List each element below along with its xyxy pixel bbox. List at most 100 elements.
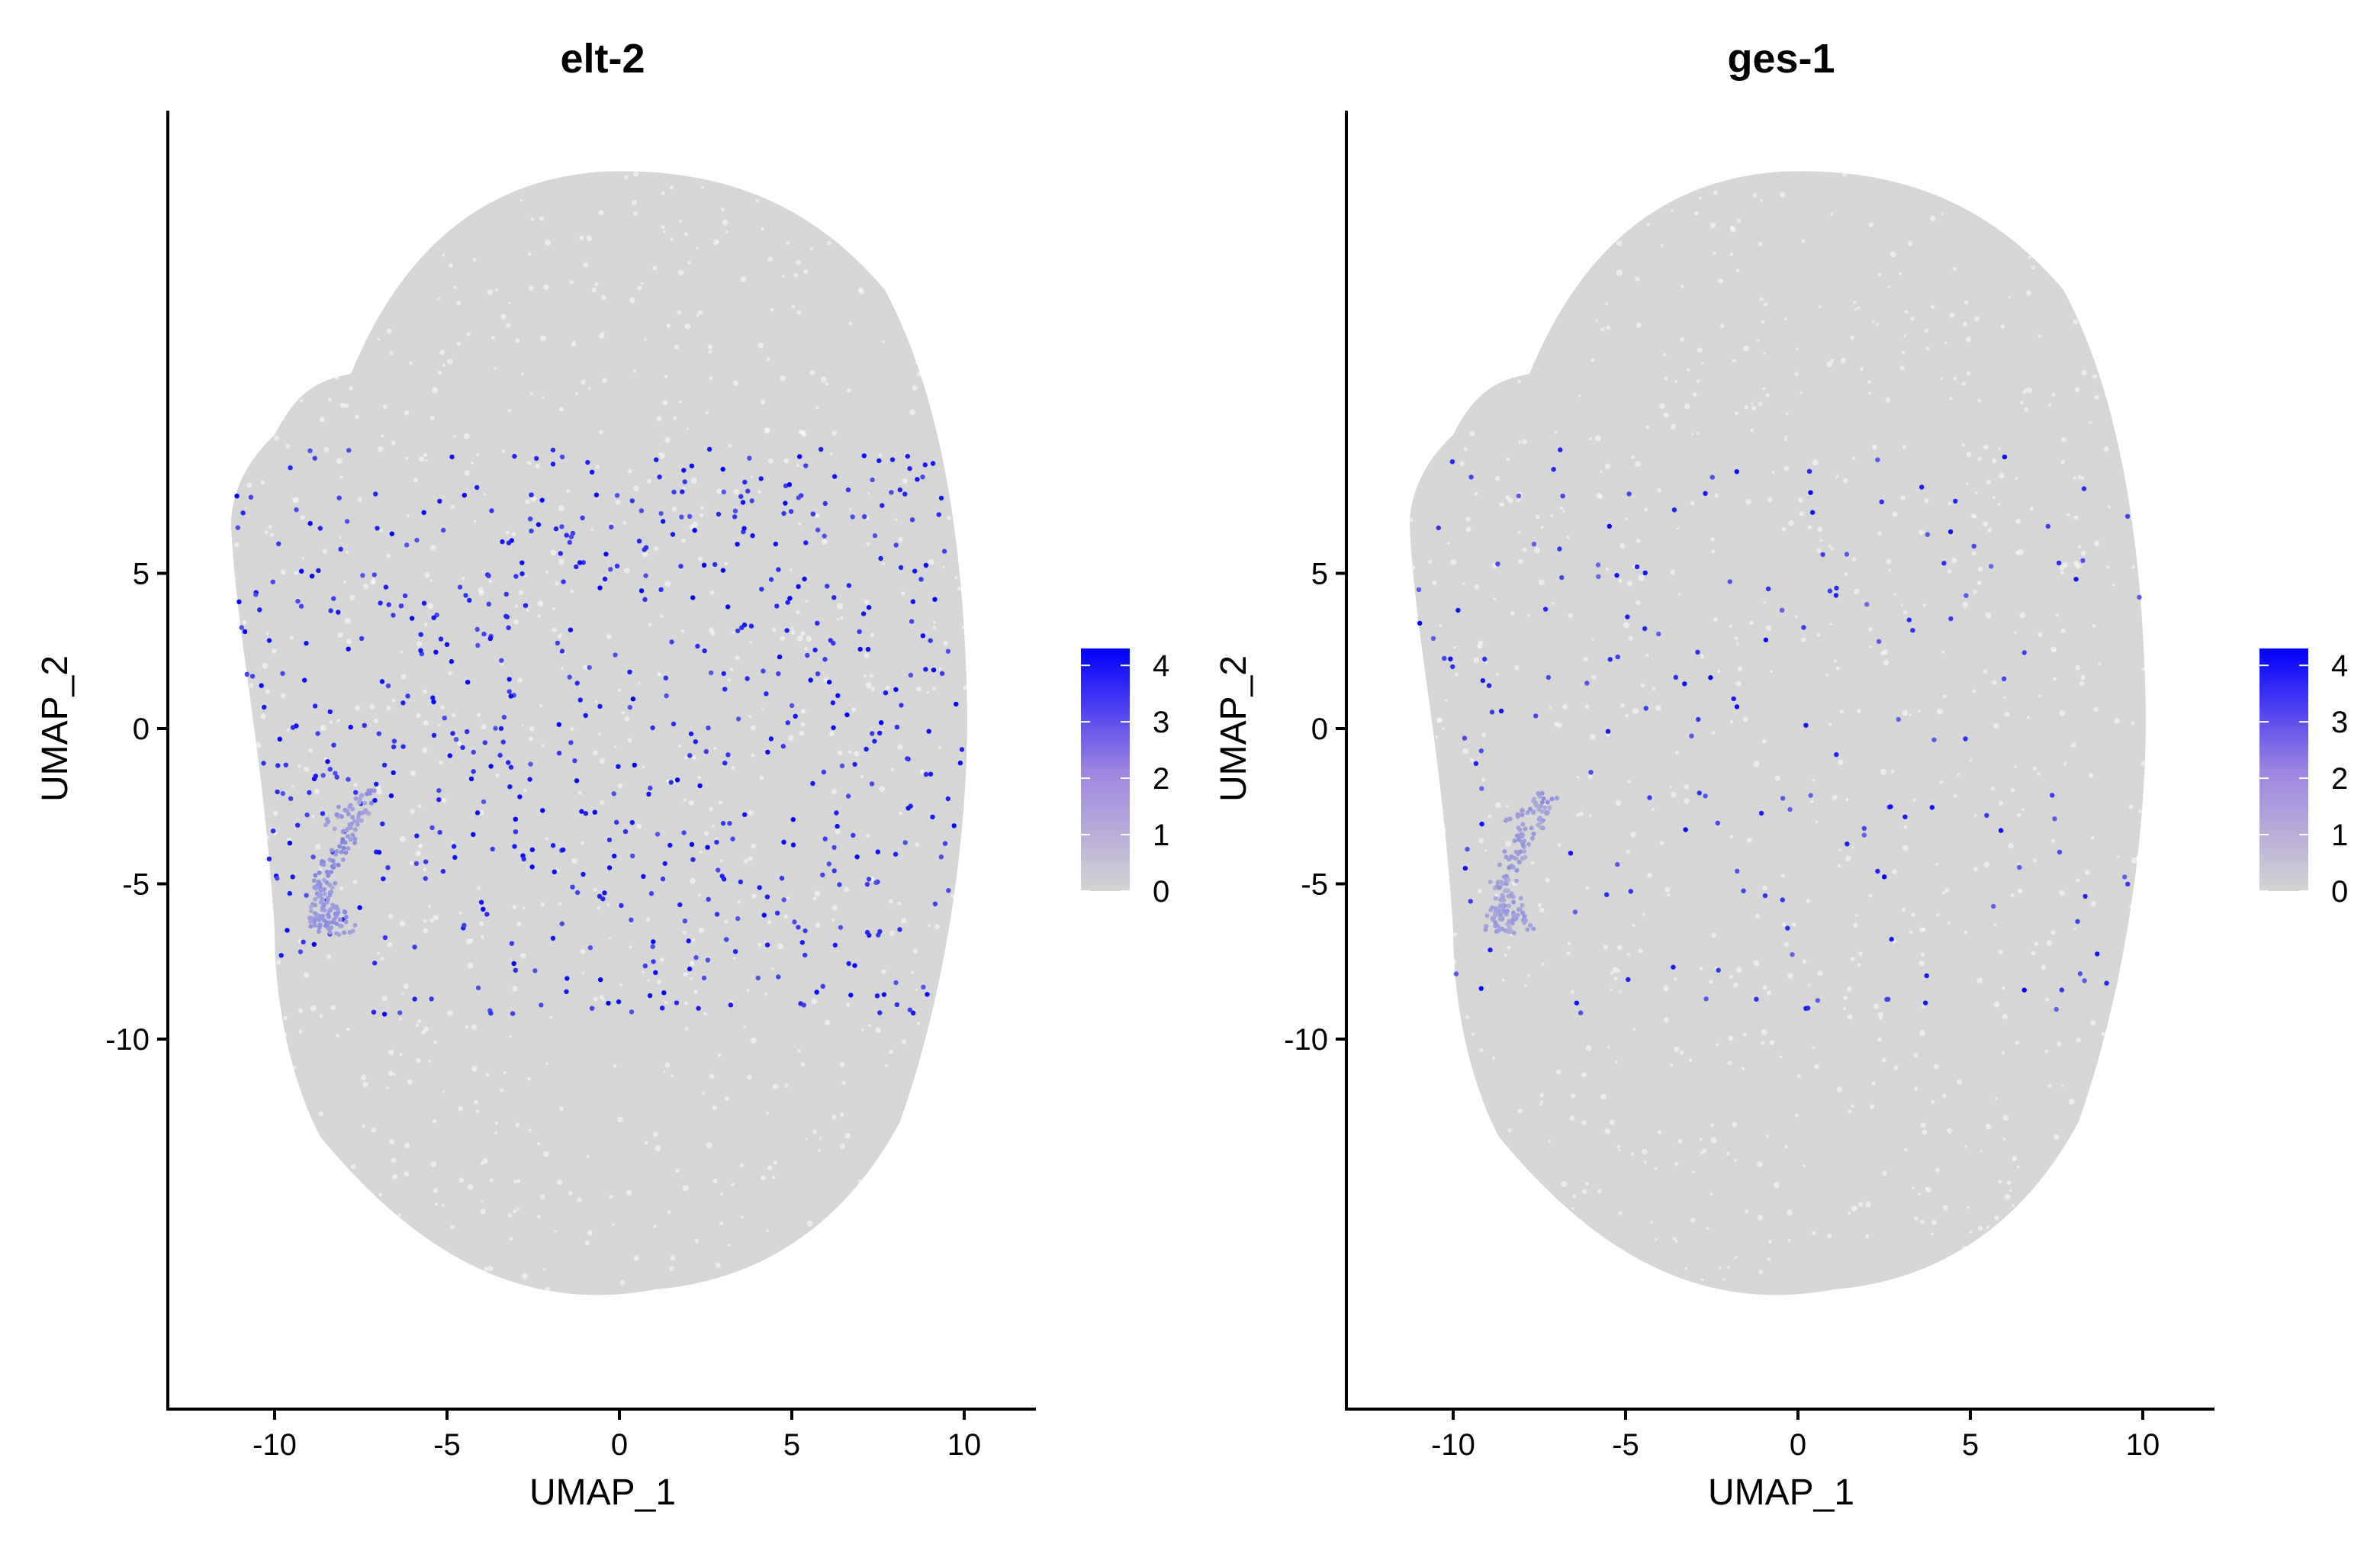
texture-gap	[667, 1210, 671, 1215]
expressing-cell-point	[498, 726, 504, 732]
texture-gap	[821, 539, 828, 545]
texture-gap	[588, 387, 591, 390]
texture-gap	[2008, 296, 2011, 299]
texture-gap	[1796, 1074, 1801, 1079]
texture-gap	[1698, 196, 1702, 200]
texture-gap	[474, 520, 477, 523]
colorbar-tick-label: 0	[1153, 875, 1169, 909]
expressing-cell-point	[371, 572, 377, 578]
expressing-cell-point	[288, 796, 294, 802]
texture-gap	[1942, 1093, 1947, 1099]
texture-gap	[1652, 808, 1655, 811]
expressing-cell-point	[642, 963, 648, 969]
texture-gap	[1438, 1208, 1443, 1213]
texture-gap	[1758, 401, 1762, 407]
texture-gap	[1832, 794, 1838, 800]
texture-gap	[1838, 759, 1844, 765]
texture-gap	[866, 833, 870, 838]
expressing-cell-point	[301, 939, 306, 944]
texture-gap	[1957, 175, 1960, 179]
texture-gap	[761, 707, 764, 710]
texture-gap	[1936, 913, 1940, 917]
expressing-cell-point	[784, 628, 790, 633]
texture-gap	[1675, 750, 1679, 755]
texture-gap	[552, 607, 555, 611]
texture-gap	[540, 902, 545, 907]
texture-gap	[2002, 1014, 2009, 1020]
texture-gap	[300, 1235, 304, 1240]
texture-gap	[271, 208, 275, 212]
texture-gap	[766, 357, 770, 362]
expressing-cell-point	[1861, 832, 1867, 838]
texture-gap	[399, 1052, 403, 1057]
texture-gap	[609, 936, 612, 939]
texture-gap	[423, 928, 429, 934]
texture-gap	[1998, 800, 2003, 806]
expressing-cell-point	[1989, 564, 1994, 569]
texture-gap	[1581, 1072, 1587, 1078]
texture-gap	[2078, 545, 2082, 549]
tail-cell-point	[1511, 899, 1516, 905]
texture-gap	[963, 1265, 967, 1272]
texture-gap	[423, 720, 429, 726]
texture-gap	[545, 1286, 551, 1292]
expressing-cell-point	[1574, 1000, 1580, 1006]
texture-gap	[1888, 568, 1891, 572]
texture-gap	[612, 1223, 616, 1227]
texture-gap	[757, 942, 762, 947]
texture-gap	[539, 704, 543, 708]
texture-gap	[387, 941, 393, 948]
texture-gap	[1562, 703, 1568, 710]
texture-gap	[457, 741, 462, 746]
tail-cell-point	[1493, 896, 1498, 901]
texture-gap	[666, 323, 671, 328]
tail-cell-point	[328, 907, 333, 912]
expressing-cell-point	[831, 845, 837, 851]
texture-gap	[805, 599, 809, 603]
expressing-cell-point	[478, 899, 484, 905]
x-tick-label: 10	[947, 1428, 982, 1462]
texture-gap	[1736, 218, 1742, 223]
texture-gap	[265, 689, 271, 694]
expressing-cell-point	[1888, 804, 1893, 809]
texture-gap	[1446, 208, 1451, 212]
texture-gap	[355, 414, 360, 420]
expressing-cell-point	[669, 639, 674, 645]
expressing-cell-point	[1806, 468, 1812, 474]
texture-gap	[2085, 1190, 2089, 1194]
texture-gap	[2098, 662, 2102, 666]
expressing-cell-point	[838, 925, 844, 930]
texture-gap	[1566, 951, 1571, 955]
texture-gap	[1684, 784, 1690, 790]
texture-gap	[1869, 645, 1873, 648]
texture-gap	[1825, 673, 1829, 677]
texture-gap	[663, 1070, 666, 1073]
expressing-cell-point	[627, 704, 632, 710]
texture-gap	[1545, 1244, 1549, 1247]
expressing-cell-point	[831, 595, 837, 600]
texture-gap	[2132, 405, 2138, 412]
expressing-cell-point	[781, 839, 786, 845]
texture-gap	[1635, 276, 1640, 282]
expressing-cell-point	[572, 758, 577, 764]
texture-gap	[2004, 712, 2010, 717]
tail-cell-point	[308, 924, 314, 929]
texture-gap	[970, 313, 975, 318]
texture-gap	[1469, 758, 1475, 763]
texture-gap	[537, 614, 541, 618]
texture-gap	[920, 769, 925, 774]
expressing-cell-point	[788, 509, 794, 514]
texture-gap	[1768, 1239, 1772, 1244]
expressing-cell-point	[471, 832, 476, 838]
tail-cell-point	[1516, 860, 1522, 865]
texture-gap	[1630, 832, 1636, 838]
expressing-cell-point	[539, 497, 545, 503]
texture-gap	[265, 835, 269, 841]
tail-cell-point	[366, 811, 371, 816]
expressing-cell-point	[819, 446, 824, 452]
texture-gap	[1969, 1231, 1973, 1234]
texture-gap	[1994, 1215, 1999, 1221]
texture-gap	[740, 276, 747, 282]
texture-gap	[582, 971, 585, 974]
texture-gap	[376, 785, 381, 790]
